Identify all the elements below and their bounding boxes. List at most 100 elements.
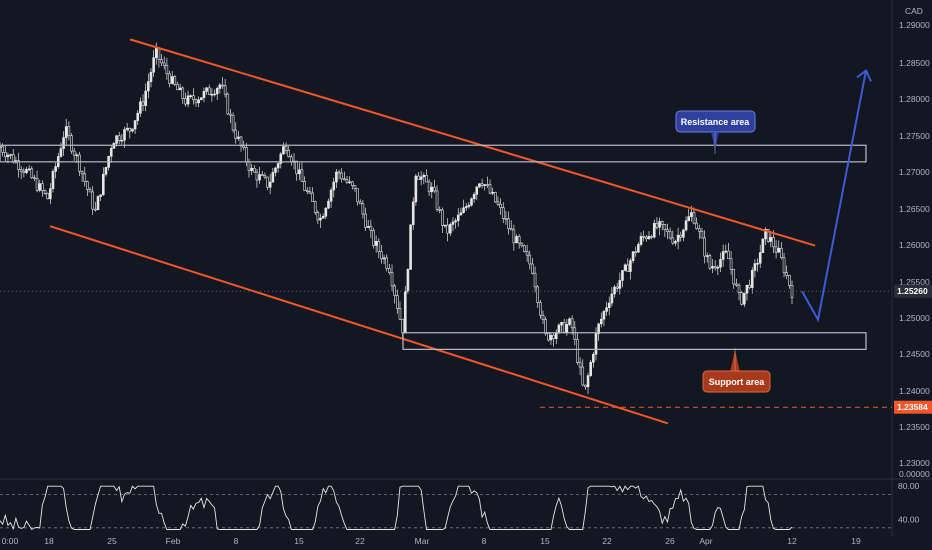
price-tick-label: 0.00000 (899, 469, 930, 479)
candle-body (507, 218, 510, 229)
candle-body (43, 190, 47, 194)
candle-body (483, 184, 487, 186)
candle-body (766, 229, 770, 242)
candle-body (576, 339, 579, 363)
support-zone[interactable] (402, 332, 867, 350)
candle-body (531, 263, 534, 274)
candle-body (75, 154, 79, 157)
candle-body (713, 266, 717, 269)
time-tick-label: 19 (851, 536, 861, 546)
low-price-tag[interactable]: 1.23584 (894, 400, 932, 414)
candle-body (623, 264, 627, 271)
candle-body (674, 241, 677, 244)
candle-body (687, 216, 690, 221)
time-tick-label: 8 (234, 536, 239, 546)
candle-body (578, 362, 582, 368)
time-tick-label: Mar (415, 536, 430, 546)
candle-body (589, 362, 592, 376)
oscillator-pane[interactable]: 80.00 40.00 (0, 481, 920, 531)
candle-body (80, 170, 84, 175)
candle-body (414, 175, 418, 203)
candle-body (740, 292, 743, 305)
time-axis[interactable]: 0:00 18 25 Feb 8 15 22 Mar 8 15 22 26 Apr 12 19 (2, 536, 861, 546)
candlestick-series (0, 42, 794, 394)
candle-body (382, 257, 386, 260)
candle-body (700, 230, 704, 239)
time-tick-label: 8 (482, 536, 487, 546)
candle-body (419, 176, 423, 180)
candle-body (501, 207, 505, 219)
price-tick-label: 1.23000 (899, 458, 930, 468)
price-axis[interactable]: CAD 1.29000 1.28500 1.28000 1.27500 1.27000 1… (891, 0, 930, 537)
price-tick-label: 1.26000 (899, 240, 930, 250)
arrowhead-icon (856, 68, 872, 82)
candle-body (409, 224, 412, 270)
candle-body (78, 154, 81, 172)
candle-body (242, 145, 245, 148)
candle-body (554, 332, 558, 339)
price-tick-label: 1.24500 (899, 349, 930, 359)
candle-body (509, 228, 513, 231)
candle-body (284, 146, 288, 151)
candle-body (99, 194, 102, 197)
candle-body (308, 191, 312, 194)
candle-body (6, 154, 10, 158)
forecast-line (801, 70, 867, 323)
candle-body (168, 73, 171, 84)
candle-body (427, 181, 431, 193)
candle-body (456, 214, 460, 221)
forecast-arrow[interactable] (801, 68, 872, 323)
candle-body (594, 333, 598, 355)
resistance-zone[interactable] (0, 144, 867, 163)
candle-body (96, 196, 100, 211)
candle-body (721, 251, 725, 260)
oscillator-label-high: 80.00 (898, 481, 920, 491)
support-callout-box (702, 370, 771, 393)
candle-body (703, 237, 706, 257)
candle-body (517, 236, 521, 244)
candle-body (67, 126, 71, 137)
time-tick-label: Apr (699, 536, 712, 546)
candle-body (221, 84, 224, 87)
candle-body (682, 229, 685, 238)
candle-body (102, 173, 105, 196)
candle-body (385, 257, 389, 269)
candle-body (70, 135, 73, 152)
candle-body (311, 192, 314, 202)
candle-body (274, 167, 277, 173)
candle-body (769, 237, 773, 242)
candle-body (650, 236, 653, 238)
candle-body (692, 212, 696, 224)
candle-body (597, 323, 600, 335)
candle-body (753, 263, 757, 271)
candle-body (313, 201, 317, 213)
last-price-tag[interactable]: 1.25260 (894, 284, 932, 298)
candle-body (478, 183, 481, 188)
candle-body (494, 192, 497, 203)
candle-body (475, 186, 479, 195)
candle-body (51, 171, 55, 190)
candle-body (390, 272, 394, 287)
candle-body (716, 266, 720, 269)
candle-body (539, 302, 542, 316)
candle-body (266, 176, 269, 188)
support-callout[interactable]: Support area (702, 348, 771, 393)
candle-body (350, 181, 354, 186)
candle-body (552, 334, 555, 339)
candle-body (30, 168, 34, 179)
candle-body (178, 87, 182, 91)
channel-lower-trendline[interactable] (49, 225, 669, 425)
resistance-callout[interactable]: Resistance area (675, 110, 756, 154)
candle-body (88, 189, 92, 193)
candle-body (626, 264, 630, 272)
candle-body (581, 366, 585, 386)
candle-body (298, 169, 301, 175)
candle-body (343, 178, 346, 181)
price-tick-label: 1.27500 (899, 131, 930, 141)
candle-body (544, 319, 547, 334)
channel-upper-trendline[interactable] (129, 38, 816, 247)
candle-body (38, 183, 42, 191)
candle-body (401, 318, 404, 334)
